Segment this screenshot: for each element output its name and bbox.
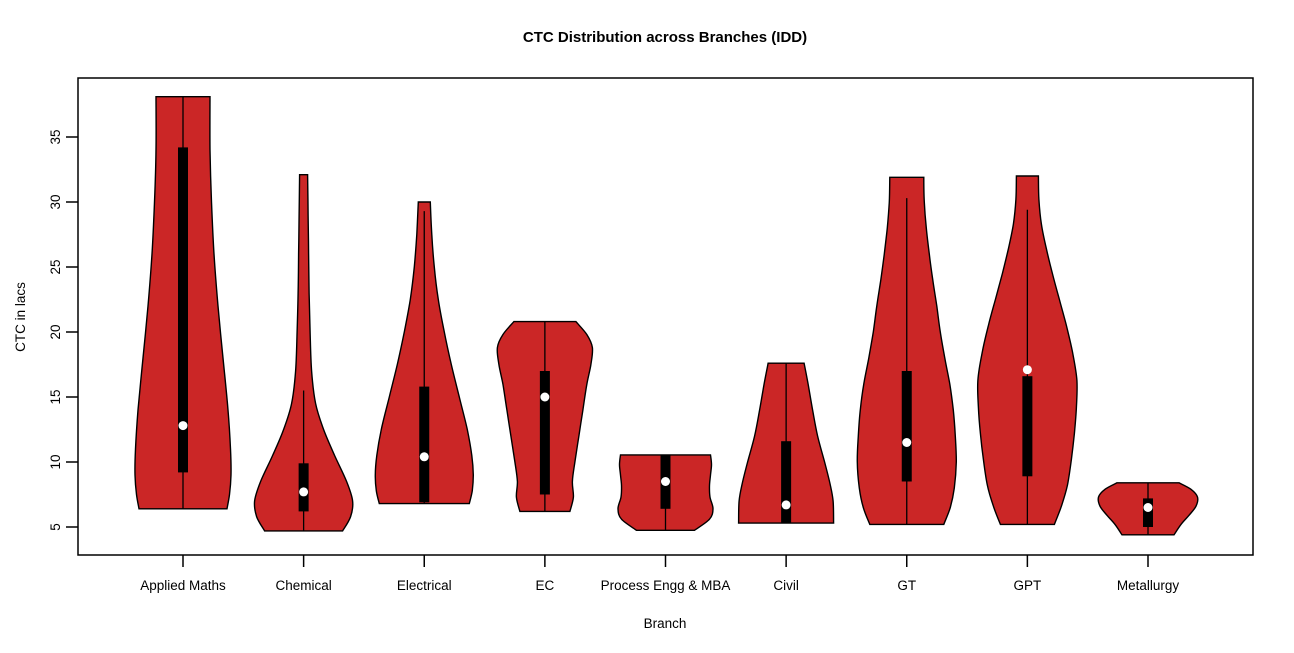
x-tick-label-chemical: Chemical <box>275 578 331 593</box>
x-tick-label-ec: EC <box>535 578 554 593</box>
median-dot-ec <box>540 392 550 402</box>
x-tick-label-applied-maths: Applied Maths <box>140 578 226 593</box>
median-dot-civil <box>781 500 791 510</box>
plot-content: 5 10 15 20 25 30 35 Applied Maths Chemical Electr… <box>48 77 1254 593</box>
iqr-box-gt <box>901 371 912 482</box>
x-tick-label-gpt: GPT <box>1013 578 1041 593</box>
x-axis-title: Branch <box>644 616 687 631</box>
median-dot-gt <box>902 438 912 447</box>
median-dot-gpt <box>1022 365 1032 375</box>
x-tick-label-civil: Civil <box>773 578 799 593</box>
y-tick-label: 10 <box>48 454 63 469</box>
median-dot-metallurgy <box>1143 503 1153 512</box>
x-tick-label-process-engg-mba: Process Engg & MBA <box>601 578 731 593</box>
iqr-box-chemical <box>298 463 309 512</box>
median-dot-applied-maths <box>178 421 188 431</box>
y-axis-title: CTC in lacs <box>13 282 28 352</box>
iqr-box-gpt <box>1022 376 1033 477</box>
iqr-box-ec <box>539 371 550 495</box>
x-tick-label-electrical: Electrical <box>397 578 452 593</box>
median-dot-chemical <box>299 487 309 497</box>
iqr-box-applied-maths <box>178 147 188 473</box>
x-tick-label-metallurgy: Metallurgy <box>1117 578 1180 593</box>
iqr-box-civil <box>781 441 792 524</box>
median-dot-process-engg-mba <box>661 477 670 486</box>
median-dot-electrical <box>419 452 429 462</box>
y-tick-label: 30 <box>48 194 63 209</box>
iqr-box-metallurgy <box>1143 498 1153 527</box>
y-tick-label: 20 <box>48 324 63 339</box>
x-tick-label-gt: GT <box>897 578 916 593</box>
y-tick-label: 25 <box>48 259 63 274</box>
y-tick-label: 5 <box>48 523 63 531</box>
y-tick-label: 15 <box>48 389 63 404</box>
violin-chemical <box>253 174 354 532</box>
y-tick-label: 35 <box>48 129 63 144</box>
iqr-box-electrical <box>419 386 430 503</box>
chart-title: CTC Distribution across Branches (IDD) <box>523 29 807 46</box>
